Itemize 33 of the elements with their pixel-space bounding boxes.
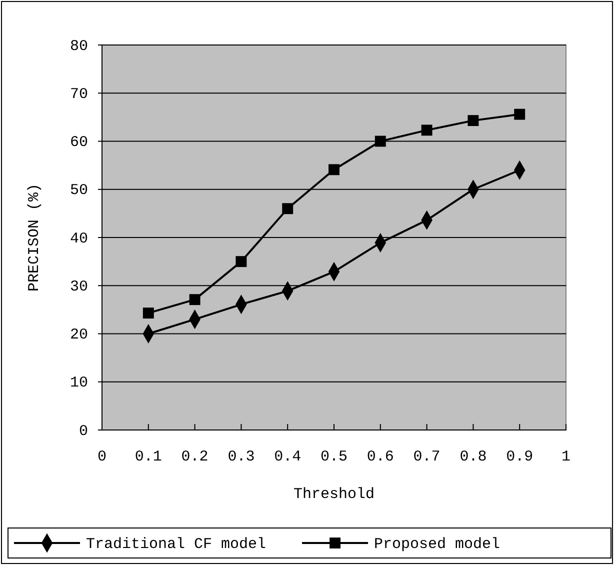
y-tick-label: 30	[70, 278, 88, 296]
legend-label: Traditional CF model	[86, 536, 266, 553]
x-axis-title: Threshold	[293, 486, 375, 503]
point	[328, 164, 340, 176]
x-tick-label: 0.9	[506, 448, 534, 466]
x-tick-label: 0.2	[181, 448, 208, 466]
x-tick-label: 0.1	[134, 448, 162, 466]
y-tick-label: 10	[70, 374, 88, 392]
legend-label: Proposed model	[374, 536, 500, 553]
y-tick-label: 40	[70, 230, 88, 248]
point	[421, 124, 432, 136]
x-tick-label: 0.7	[413, 448, 440, 466]
y-tick-label: 20	[70, 326, 88, 344]
y-tick-label: 70	[70, 86, 88, 103]
point	[189, 294, 200, 306]
x-tick-label: 0.8	[460, 448, 487, 466]
point	[142, 308, 154, 319]
x-tick-label: 0.5	[320, 448, 348, 466]
point	[236, 256, 247, 268]
y-tick-label: 50	[70, 182, 88, 200]
y-tick-label: 80	[70, 38, 88, 55]
point	[282, 203, 294, 214]
x-tick-label: 0.4	[274, 448, 302, 466]
y-tick-label: 60	[70, 134, 88, 152]
point	[468, 115, 479, 126]
x-tick-label: 0.3	[228, 448, 255, 466]
point	[514, 108, 526, 120]
y-tick-label: 0	[78, 422, 88, 440]
x-tick-label: 1	[561, 448, 571, 466]
x-tick-label: 0	[97, 448, 107, 466]
point	[374, 136, 386, 147]
x-tick-label: 0.6	[366, 448, 394, 466]
y-axis-title: PRECISON (%)	[26, 183, 43, 292]
